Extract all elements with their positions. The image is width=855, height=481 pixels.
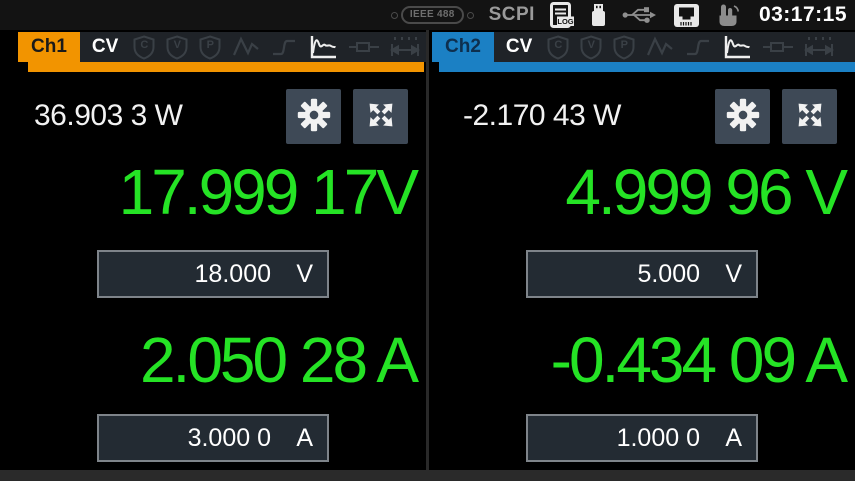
bottom-strip	[0, 470, 855, 481]
arbitrary-waveform-icon	[646, 35, 674, 59]
shield-letter: V	[587, 38, 595, 51]
shield-letter: P	[620, 38, 628, 51]
logging-active-icon	[308, 34, 338, 60]
channel-1-accent-bar	[28, 62, 424, 72]
voltage-protection-shield-icon: V	[580, 34, 602, 60]
status-bar: IEEE 488 SCPI LOG	[0, 0, 855, 30]
scpi-label: SCPI	[488, 4, 535, 25]
voltage-protection-shield-icon: V	[166, 34, 188, 60]
channel-2-settings-button[interactable]	[715, 88, 770, 144]
output-connector-icon	[349, 41, 380, 53]
gear-icon	[725, 97, 761, 136]
shield-letter: P	[206, 38, 214, 51]
channel-2-fullscreen-button[interactable]	[782, 88, 837, 144]
touch-icon	[715, 2, 741, 28]
channel-2-current-setpoint[interactable]: 1.000 0 A	[526, 414, 758, 462]
gpib-screw-icon	[466, 11, 474, 19]
usb-stick-icon	[590, 3, 607, 27]
channel-2-voltage-reading: 4.999 96 V	[565, 156, 848, 228]
channel-1-voltage-setpoint[interactable]: 18.000 V	[97, 250, 329, 298]
gear-icon	[296, 97, 332, 136]
panel-divider	[426, 30, 429, 481]
expand-arrows-icon	[364, 98, 398, 135]
channel-2-power-row: -2.170 43 W	[463, 88, 837, 144]
range-icon	[390, 36, 421, 58]
voltage-set-value: 5.000	[637, 259, 700, 288]
channel-2-panel: Ch2 CV C V P	[429, 30, 855, 470]
log-icon: LOG	[549, 1, 575, 29]
lan-icon	[673, 3, 700, 28]
channel-2-current-reading: -0.434 09 A	[550, 324, 848, 396]
channel-1-panel: Ch1 CV C V P	[0, 30, 426, 470]
channel-2-power-reading: -2.170 43 W	[463, 99, 621, 132]
cv-mode-indicator: CV	[91, 36, 119, 57]
current-set-unit: A	[296, 423, 313, 452]
channel-1-icon-strip: CV C V P	[79, 32, 426, 62]
ramp-icon	[685, 35, 711, 59]
range-icon	[804, 36, 835, 58]
current-protection-shield-icon: C	[547, 34, 569, 60]
clock-time: 03:17:15	[758, 3, 847, 26]
shield-letter: C	[554, 38, 563, 51]
logging-active-icon	[722, 34, 752, 60]
channel-1-power-reading: 36.903 3 W	[34, 99, 183, 132]
voltage-set-unit: V	[725, 259, 742, 288]
channel-1-fullscreen-button[interactable]	[353, 88, 408, 144]
gpib-screw-icon	[390, 11, 398, 19]
power-protection-shield-icon: P	[199, 34, 221, 60]
channel-1-power-row: 36.903 3 W	[34, 88, 408, 144]
channel-2-icon-strip: CV C V P	[493, 32, 855, 62]
gpib-label: IEEE 488	[400, 6, 464, 24]
channel-1-current-setpoint[interactable]: 3.000 0 A	[97, 414, 329, 462]
channel-1-settings-button[interactable]	[286, 88, 341, 144]
expand-arrows-icon	[793, 98, 827, 135]
voltage-set-unit: V	[296, 259, 313, 288]
arbitrary-waveform-icon	[232, 35, 260, 59]
channel-2-tab-row: Ch2 CV C V P	[432, 32, 855, 62]
voltage-set-value: 18.000	[194, 259, 271, 288]
gpib-connector-icon: IEEE 488	[390, 6, 474, 24]
channel-1-tab-row: Ch1 CV C V P	[18, 32, 426, 62]
channel-1-current-reading: 2.050 28 A	[139, 324, 419, 396]
shield-letter: C	[140, 38, 149, 51]
channel-1-voltage-reading: 17.999 17V	[118, 156, 419, 228]
power-protection-shield-icon: P	[613, 34, 635, 60]
log-icon-label: LOG	[557, 17, 573, 26]
shield-letter: V	[173, 38, 181, 51]
current-set-value: 3.000 0	[187, 423, 271, 452]
output-connector-icon	[763, 41, 794, 53]
channel-2-accent-bar	[439, 62, 855, 72]
usb-symbol-icon	[622, 5, 658, 25]
current-set-unit: A	[725, 423, 742, 452]
tab-ch1[interactable]: Ch1	[18, 32, 80, 62]
current-protection-shield-icon: C	[133, 34, 155, 60]
ramp-icon	[271, 35, 297, 59]
cv-mode-indicator: CV	[505, 36, 533, 57]
tab-ch2[interactable]: Ch2	[432, 32, 494, 62]
current-set-value: 1.000 0	[616, 423, 700, 452]
channel-2-voltage-setpoint[interactable]: 5.000 V	[526, 250, 758, 298]
